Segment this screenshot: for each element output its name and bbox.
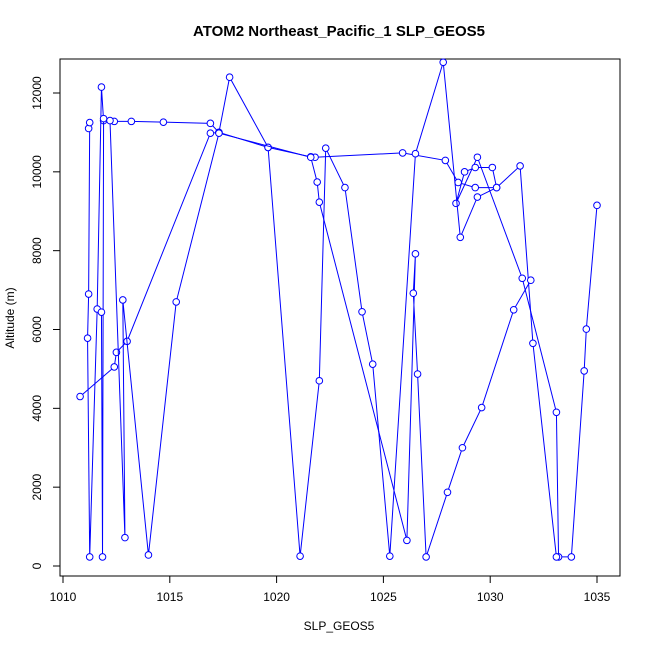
data-point <box>529 339 537 348</box>
data-point <box>121 533 129 542</box>
data-point <box>454 178 462 187</box>
y-axis-label: Altitude (m) <box>3 287 17 348</box>
x-tick-label: 1025 <box>370 590 397 604</box>
data-point <box>76 392 84 401</box>
x-tick-label: 1030 <box>477 590 504 604</box>
data-point <box>492 183 501 192</box>
y-tick-label: 6000 <box>30 316 44 343</box>
data-point <box>460 168 469 176</box>
data-point <box>296 552 304 560</box>
data-point <box>341 183 349 192</box>
x-tick-label: 1035 <box>584 590 611 604</box>
data-point <box>315 198 324 206</box>
chart-title: ATOM2 Northeast_Pacific_1 SLP_GEOS5 <box>193 23 485 40</box>
data-point <box>85 118 94 127</box>
series-3 <box>97 114 535 561</box>
data-point <box>509 305 518 314</box>
data-point <box>99 114 108 123</box>
data-point <box>313 178 321 186</box>
x-axis-label: SLP_GEOS5 <box>304 619 375 633</box>
series-line <box>87 62 557 557</box>
data-point <box>593 201 601 210</box>
x-tick-label: 1010 <box>50 590 77 604</box>
data-point <box>144 551 153 559</box>
data-point <box>225 73 234 82</box>
data-point <box>413 370 422 378</box>
data-point <box>106 116 114 125</box>
data-point <box>127 117 136 126</box>
data-point <box>386 552 394 560</box>
data-point <box>439 58 448 67</box>
data-point <box>315 376 324 385</box>
data-point <box>84 290 93 298</box>
x-tick-label: 1020 <box>263 590 290 604</box>
data-point <box>411 250 420 258</box>
y-tick-label: 10000 <box>30 155 44 189</box>
data-point <box>443 488 452 497</box>
data-point <box>526 276 535 285</box>
data-point <box>206 129 215 138</box>
data-point <box>473 193 482 201</box>
data-point <box>403 536 411 545</box>
data-point <box>306 153 315 162</box>
y-tick-label: 0 <box>30 562 44 569</box>
y-tick-label: 4000 <box>30 395 44 422</box>
data-point <box>97 308 106 316</box>
data-point <box>368 360 377 368</box>
x-axis: 1010 1015 1020 1025 1030 1035 <box>50 575 611 604</box>
series-line <box>100 117 532 558</box>
data-point <box>441 156 450 165</box>
data-point <box>215 129 223 138</box>
data-point <box>83 334 92 342</box>
data-point <box>119 296 127 304</box>
data-point <box>477 403 486 412</box>
data-point <box>471 183 480 192</box>
series-layer <box>76 58 601 561</box>
data-point <box>321 144 330 152</box>
data-point <box>471 163 480 172</box>
data-point <box>582 325 591 333</box>
data-point <box>409 289 418 298</box>
data-point <box>411 149 420 158</box>
data-point <box>552 408 561 417</box>
data-point <box>85 553 94 561</box>
data-point <box>110 363 119 371</box>
data-point <box>567 553 576 561</box>
y-tick-label: 12000 <box>30 76 44 110</box>
y-tick-label: 2000 <box>30 473 44 500</box>
data-point <box>398 149 407 157</box>
data-point <box>516 162 524 170</box>
data-point <box>98 553 107 561</box>
data-point <box>159 118 168 126</box>
data-point <box>206 119 215 128</box>
x-tick-label: 1015 <box>156 590 183 604</box>
data-point <box>422 553 430 561</box>
data-point <box>452 199 460 208</box>
data-point <box>473 153 482 162</box>
y-axis: 0 2000 4000 6000 8000 10000 12000 <box>30 76 61 569</box>
data-point <box>552 553 561 561</box>
data-point <box>458 443 467 452</box>
data-point <box>518 274 527 283</box>
data-point <box>488 163 497 172</box>
data-point <box>172 298 181 306</box>
data-point <box>456 233 465 242</box>
data-point <box>580 367 588 375</box>
y-tick-label: 8000 <box>30 237 44 264</box>
data-point <box>358 307 366 316</box>
data-point <box>97 83 106 91</box>
